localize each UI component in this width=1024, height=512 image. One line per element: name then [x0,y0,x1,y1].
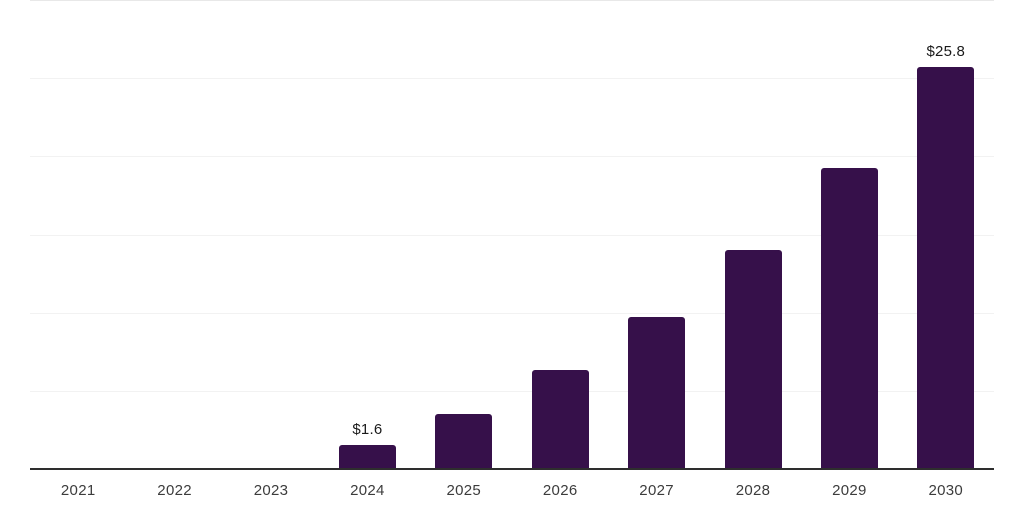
plot-area: $1.6 $25.8 [30,0,994,470]
x-tick-2024: 2024 [350,482,385,499]
x-tick-2029: 2029 [832,482,867,499]
x-tick-2028: 2028 [735,482,771,499]
gridline-30 [30,0,994,1]
x-tick-2027: 2027 [639,482,674,499]
bar-2026 [531,370,589,468]
bar-2024 [338,445,396,468]
bar-2027 [628,317,686,468]
x-tick-2022: 2022 [157,482,192,499]
x-tick-2021: 2021 [60,482,96,499]
gridline-10 [30,312,994,314]
gridline-15 [30,234,994,236]
gridline-25 [30,78,994,80]
x-axis-line [30,468,994,470]
x-tick-2030: 2030 [928,482,964,499]
gridline-20 [30,156,994,158]
bar-2030 [917,67,975,468]
gridline-5 [30,390,994,392]
value-label-2024: $1.6 [352,421,383,438]
x-tick-2026: 2026 [542,482,578,499]
x-tick-2023: 2023 [253,482,289,499]
value-label-2030: $25.8 [926,43,966,60]
bar-2025 [435,414,493,468]
x-axis-labels: 2021 2022 2023 2024 2025 2026 2027 2028 2029 2030 [30,482,994,502]
bar-2029 [820,168,878,468]
x-tick-2025: 2025 [446,482,482,499]
bar-2028 [724,250,782,468]
